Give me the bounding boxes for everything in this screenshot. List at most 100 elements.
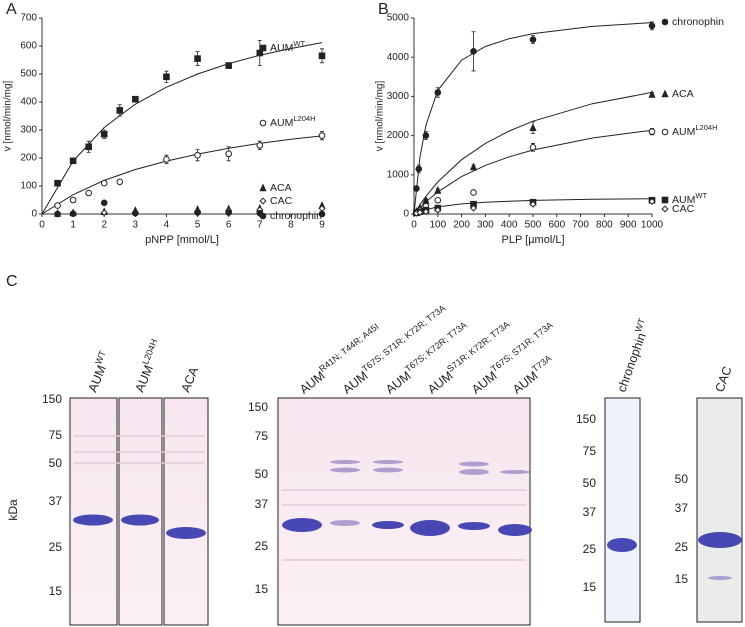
legend-marker: [259, 212, 267, 220]
point: [648, 89, 656, 98]
y-tick-label: 1000: [387, 169, 410, 180]
legend-marker: [259, 197, 267, 205]
marker-label: 25: [675, 540, 689, 554]
x-tick-label: 9: [319, 220, 325, 231]
point: [318, 52, 326, 60]
fit-curve: [41, 135, 323, 215]
panel-label: C: [6, 273, 18, 290]
gel-band: [166, 527, 206, 539]
marker-label: 50: [255, 467, 269, 481]
point: [69, 210, 77, 218]
label-main: AUM: [270, 42, 293, 54]
gel-image: [163, 397, 209, 626]
point: [116, 107, 124, 114]
marker-label: 25: [583, 542, 597, 556]
label-main: CAC: [672, 203, 695, 215]
gel-image: [696, 397, 743, 623]
legend-label: AUMWT: [270, 39, 305, 54]
x-axis-label: pNPP [mmol/L]: [145, 234, 219, 246]
y-tick-label: 500: [20, 69, 37, 80]
y-tick-label: 100: [20, 181, 37, 192]
y-tick-label: 600: [20, 41, 37, 52]
x-tick-label: 900: [620, 220, 637, 231]
label-superscript: WT: [94, 349, 109, 366]
legend-label: AUML204H: [270, 114, 316, 129]
legend-label: ACA: [270, 182, 292, 194]
lane-label: chronophinWT: [612, 317, 654, 395]
y-tick-label: 4000: [387, 52, 410, 63]
label-main: ACA: [270, 182, 292, 194]
lane-label: ACA: [179, 365, 202, 395]
point: [434, 89, 442, 96]
label-superscript: WT: [695, 191, 707, 200]
label-main: AUM: [672, 126, 695, 138]
point: [648, 197, 656, 205]
point: [225, 62, 232, 69]
label-superscript: L204H: [141, 338, 160, 366]
y-tick-label: 0: [403, 209, 409, 220]
point: [69, 196, 77, 204]
gel-band: [282, 518, 322, 532]
gel-image: [604, 397, 641, 623]
label-main: ACA: [672, 88, 694, 100]
gel-band: [708, 576, 732, 580]
gel-band: [373, 460, 403, 464]
marker-label: 50: [49, 456, 63, 470]
marker-label: 15: [49, 584, 63, 598]
marker-label: 37: [255, 497, 269, 511]
marker-label: 37: [675, 501, 689, 515]
fit-curve: [413, 91, 653, 215]
legend-marker: [259, 183, 267, 192]
marker-label: 75: [49, 428, 63, 442]
label-main: AUM: [86, 363, 109, 394]
x-tick-label: 100: [429, 220, 446, 231]
x-axis-label: PLP [µmol/L]: [502, 234, 565, 246]
point: [100, 209, 108, 217]
x-tick-label: 400: [501, 220, 518, 231]
lane-label: AUML204H: [130, 338, 166, 395]
x-tick-label: 800: [596, 220, 613, 231]
label-main: CAC: [270, 195, 293, 207]
point: [422, 132, 430, 139]
gel-band: [121, 514, 159, 526]
gel-band: [410, 520, 450, 536]
legend-label: ACA: [672, 88, 694, 100]
gel-band: [498, 524, 532, 536]
legend-marker: [259, 44, 267, 52]
point: [163, 156, 170, 163]
gel-band: [459, 469, 489, 475]
lane-label: CAC: [713, 365, 735, 395]
marker-label: 37: [49, 494, 63, 508]
point: [163, 73, 170, 81]
point: [194, 55, 201, 62]
x-tick-label: 6: [226, 220, 232, 231]
label-main: chronophin: [672, 16, 724, 28]
y-tick-label: 2000: [387, 130, 410, 141]
point: [648, 22, 656, 30]
point: [415, 165, 423, 173]
gel-image: [69, 397, 118, 626]
x-tick-label: 600: [548, 220, 565, 231]
point: [54, 179, 61, 187]
marker-label: 15: [675, 572, 689, 586]
point: [434, 185, 442, 194]
point: [529, 200, 537, 208]
lane-label: AUMWT: [83, 349, 115, 395]
gel-band: [330, 460, 360, 464]
legend-label: AUML204H: [672, 123, 718, 138]
gel-band: [459, 461, 489, 467]
point: [318, 132, 326, 139]
y-tick-label: 300: [20, 125, 37, 136]
point: [434, 196, 442, 204]
marker-label: 150: [576, 412, 596, 426]
marker-label: 15: [255, 582, 269, 596]
gel-image: [118, 397, 163, 626]
marker-label: 37: [583, 505, 597, 519]
gel-band: [73, 514, 113, 526]
point: [422, 208, 430, 216]
x-tick-label: 0: [39, 220, 45, 231]
point: [225, 209, 232, 216]
gel-band: [330, 467, 360, 473]
y-tick-label: 400: [20, 97, 37, 108]
